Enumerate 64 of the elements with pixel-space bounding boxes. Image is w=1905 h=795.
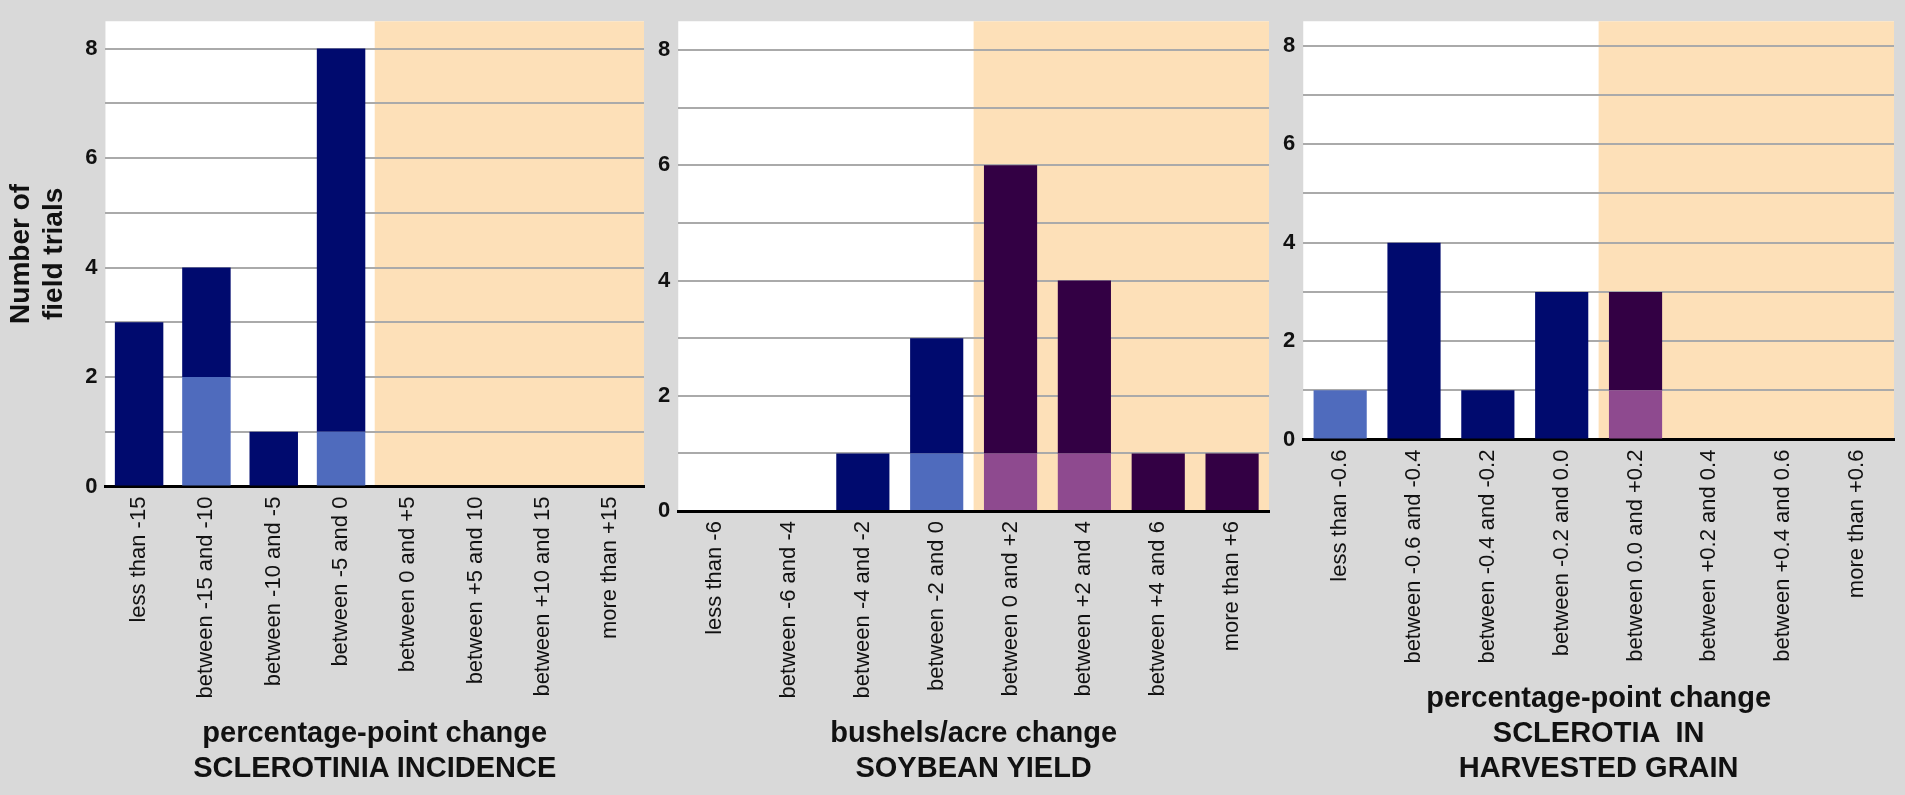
x-tick-label: less than -0.6 bbox=[1326, 449, 1352, 582]
y-tick-label: 4 bbox=[85, 253, 99, 279]
x-tick-label: between +4 and 6 bbox=[1144, 521, 1170, 697]
bar bbox=[1131, 453, 1185, 511]
x-tick-label: between -0.4 and -0.2 bbox=[1473, 449, 1499, 664]
x-tick-label: less than -6 bbox=[701, 521, 727, 635]
x-tick-label: between -10 and -5 bbox=[259, 496, 285, 687]
y-tick-label: 6 bbox=[1282, 130, 1296, 156]
x-tick-label: more than +6 bbox=[1218, 521, 1244, 652]
bar bbox=[316, 431, 366, 486]
y-tick-label: 8 bbox=[85, 34, 98, 60]
x-tick-label: between +2 and 4 bbox=[1070, 521, 1096, 697]
y-tick-label: 2 bbox=[1282, 327, 1296, 353]
x-axis-title: bushels/acre change SOYBEAN YIELD bbox=[830, 715, 1118, 783]
bar bbox=[1608, 291, 1663, 391]
x-tick-label: between -5 and 0 bbox=[327, 496, 353, 667]
y-tick-label: 4 bbox=[657, 266, 671, 292]
x-tick-label: between +0.2 and 0.4 bbox=[1695, 449, 1721, 662]
bar bbox=[910, 338, 964, 454]
bar bbox=[249, 431, 298, 486]
x-tick-label: between -6 and -4 bbox=[775, 521, 801, 699]
bar bbox=[1535, 291, 1589, 439]
x-tick-label: between 0 and +5 bbox=[394, 496, 420, 673]
y-tick-label: 8 bbox=[1282, 31, 1296, 57]
y-tick-label: 6 bbox=[85, 144, 98, 170]
bar bbox=[910, 453, 964, 511]
x-tick-label: less than -15 bbox=[125, 496, 151, 623]
x-axis-title: percentage-point change SCLEROTINIA INCIDENCE bbox=[193, 715, 557, 783]
bar bbox=[836, 453, 890, 511]
x-tick-label: between -0.6 and -0.4 bbox=[1400, 449, 1426, 664]
bar bbox=[983, 165, 1038, 454]
y-axis-title: Number of field trials bbox=[3, 183, 69, 324]
y-tick-label: 0 bbox=[85, 472, 98, 498]
x-tick-label: more than +0.6 bbox=[1843, 449, 1869, 599]
x-tick-label: between +0.4 and 0.6 bbox=[1769, 449, 1795, 662]
x-tick-label: between -4 and -2 bbox=[848, 521, 874, 699]
y-tick-label: 0 bbox=[657, 497, 671, 523]
y-tick-label: 8 bbox=[657, 36, 671, 62]
x-tick-label: between +10 and 15 bbox=[529, 496, 555, 697]
x-tick-label: between 0 and +2 bbox=[996, 521, 1022, 697]
bar bbox=[316, 48, 366, 432]
y-tick-label: 0 bbox=[1282, 425, 1296, 451]
bar bbox=[1313, 390, 1367, 439]
bar bbox=[983, 453, 1038, 511]
bar bbox=[1205, 453, 1259, 511]
x-tick-label: between -15 and -10 bbox=[192, 496, 218, 699]
bar bbox=[1608, 390, 1663, 439]
bar bbox=[1057, 280, 1111, 454]
x-tick-label: between -2 and 0 bbox=[922, 521, 948, 692]
y-tick-label: 2 bbox=[85, 363, 98, 389]
bar bbox=[1057, 453, 1111, 511]
bar bbox=[114, 322, 164, 486]
x-tick-label: between -0.2 and 0.0 bbox=[1547, 449, 1573, 657]
x-tick-label: more than +15 bbox=[596, 496, 622, 640]
y-tick-label: 2 bbox=[657, 381, 671, 407]
bar bbox=[1387, 242, 1441, 439]
bar bbox=[182, 267, 231, 378]
x-axis-title: percentage-point change SCLEROTIA IN HARVESTED GRAIN bbox=[1426, 681, 1772, 783]
y-tick-label: 4 bbox=[1282, 228, 1296, 254]
x-tick-label: between 0.0 and +0.2 bbox=[1621, 449, 1647, 662]
y-tick-label: 6 bbox=[657, 151, 671, 177]
x-tick-label: between +5 and 10 bbox=[461, 496, 487, 685]
bar bbox=[1461, 390, 1515, 439]
bar bbox=[182, 377, 231, 486]
